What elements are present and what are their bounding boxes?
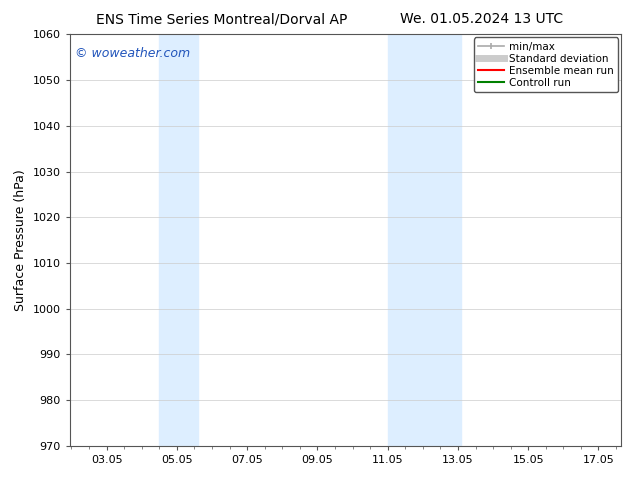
Legend: min/max, Standard deviation, Ensemble mean run, Controll run: min/max, Standard deviation, Ensemble me… [474, 37, 618, 92]
Y-axis label: Surface Pressure (hPa): Surface Pressure (hPa) [14, 169, 27, 311]
Text: ENS Time Series Montreal/Dorval AP: ENS Time Series Montreal/Dorval AP [96, 12, 347, 26]
Text: © woweather.com: © woweather.com [75, 47, 190, 60]
Bar [159, 34, 198, 446]
Text: We. 01.05.2024 13 UTC: We. 01.05.2024 13 UTC [400, 12, 564, 26]
Bar [387, 34, 462, 446]
